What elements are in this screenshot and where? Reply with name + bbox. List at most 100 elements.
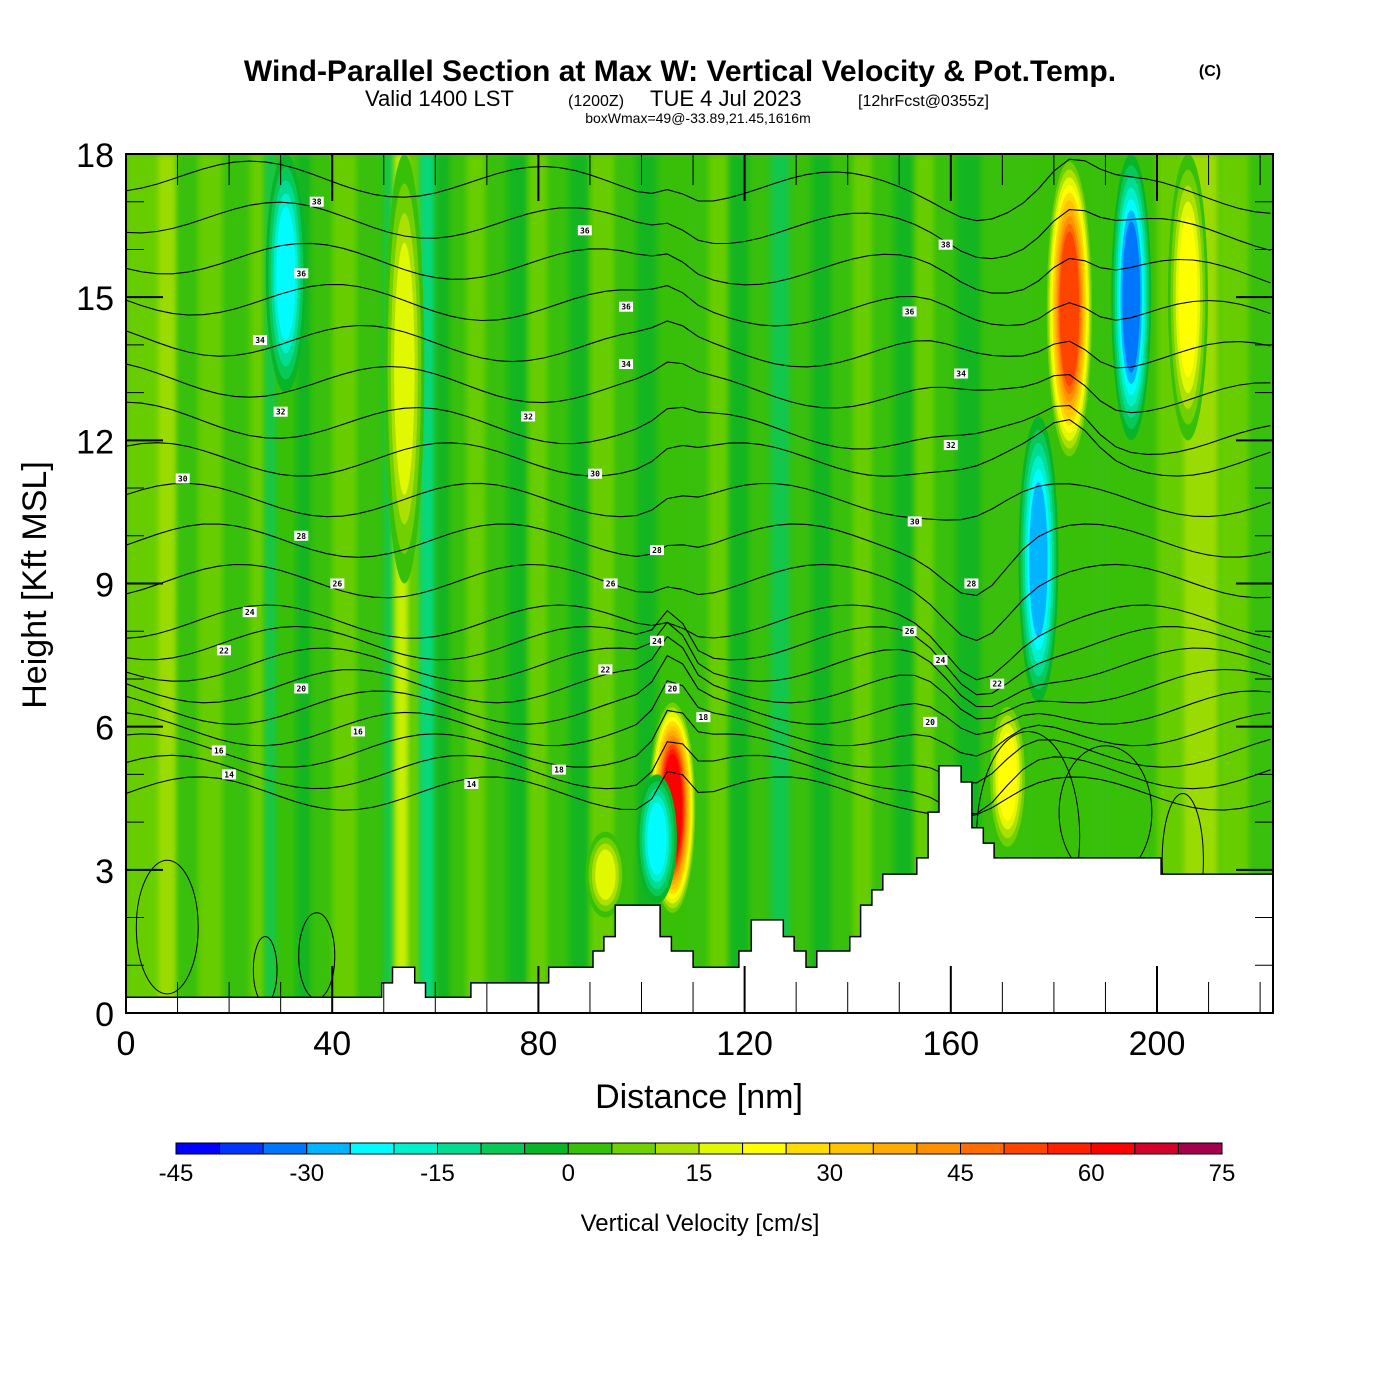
theta-label: 14: [222, 769, 237, 780]
chart-title: Wind-Parallel Section at Max W: Vertical…: [244, 55, 1116, 88]
theta-label-bg: [619, 301, 634, 312]
theta-label-text: 36: [905, 307, 915, 316]
theta-label: 26: [902, 626, 917, 637]
theta-label-bg: [330, 578, 345, 589]
colorbar-swatch: [1090, 1142, 1136, 1155]
x-tick-label: 200: [1129, 1025, 1186, 1063]
velocity-streak: [223, 154, 250, 1013]
x-tick-label: 40: [313, 1025, 351, 1063]
theta-label: 32: [521, 411, 536, 422]
theta-label: 22: [216, 645, 231, 656]
theta-label-text: 38: [312, 198, 322, 207]
theta-label-text: 20: [925, 718, 935, 727]
theta-label-text: 32: [276, 408, 286, 417]
theta-label-bg: [964, 578, 979, 589]
y-tick-label: 12: [76, 423, 114, 461]
velocity-streak: [156, 154, 178, 1013]
theta-label-bg: [294, 683, 309, 694]
velocity-streak: [687, 154, 709, 1013]
theta-label: 30: [175, 473, 190, 484]
colorbar-swatch: [567, 1142, 613, 1155]
velocity-streak: [265, 154, 276, 1013]
theta-label: 30: [907, 516, 922, 527]
theta-label-bg: [649, 545, 664, 556]
theta-label: 16: [211, 745, 226, 756]
colorbar-swatch: [960, 1142, 1005, 1155]
theta-label: 20: [923, 716, 938, 727]
velocity-streak: [296, 154, 312, 1013]
theta-label: 30: [588, 468, 603, 479]
theta-contour-line: [126, 242, 1271, 294]
velocity-streak: [357, 154, 384, 1013]
theta-label: 36: [619, 301, 634, 312]
theta-label-text: 22: [601, 665, 611, 674]
theta-contour-line: [126, 635, 1271, 720]
x-tick-label: 160: [922, 1025, 979, 1063]
colorbar-tick-label: -45: [159, 1160, 194, 1187]
theta-label: 34: [253, 335, 268, 346]
colorbar-swatch: [219, 1142, 264, 1155]
theta-label-bg: [216, 645, 231, 656]
velocity-streak: [729, 154, 750, 1013]
theta-label-bg: [990, 678, 1005, 689]
theta-contour-line: [126, 283, 1271, 327]
theta-contour-line: [126, 680, 1271, 757]
theta-label-text: 14: [224, 770, 234, 779]
theta-label: 38: [938, 239, 953, 250]
colorbar-swatch: [916, 1142, 962, 1155]
y-tick-label: 9: [95, 567, 114, 605]
plot-area: 38 36 38 36 36 36 34 34 34 32 32 32 30 30 30 28 28 28 26 26…: [126, 154, 1273, 1013]
terrain-profile: [126, 765, 1273, 1013]
y-axis-title: Height [Kft MSL]: [16, 461, 54, 709]
colorbar-swatch: [742, 1142, 787, 1155]
colorbar-tick-label: 45: [947, 1160, 974, 1187]
theta-label-text: 22: [219, 646, 229, 655]
theta-label: 36: [577, 225, 592, 236]
velocity-streak: [791, 154, 812, 1013]
velocity-streak: [852, 154, 874, 1013]
theta-label-bg: [902, 306, 917, 317]
theta-label-text: 32: [523, 412, 533, 421]
theta-label-text: 30: [590, 470, 600, 479]
theta-label-bg: [588, 468, 603, 479]
valid-zulu: (1200Z): [568, 93, 624, 110]
theta-label-text: 22: [992, 680, 1002, 689]
velocity-contour-updraft-170nm-low: [997, 732, 1018, 821]
velocity-contour-updraft-207nm-upper: [1178, 216, 1198, 378]
theta-label-bg: [603, 578, 618, 589]
x-axis-title: Distance [nm]: [595, 1078, 803, 1116]
theta-label: 16: [350, 726, 365, 737]
velocity-streak: [894, 154, 915, 1013]
theta-label-bg: [907, 516, 922, 527]
y-tick-label: 18: [76, 137, 114, 175]
theta-label-bg: [577, 225, 592, 236]
velocity-streak: [249, 154, 266, 1013]
theta-contour-line: [126, 201, 1271, 260]
y-tick-label: 6: [95, 710, 114, 748]
theta-label-text: 36: [621, 303, 631, 312]
velocity-contour-updraft-54nm-column: [394, 242, 415, 495]
theta-contour-line: [126, 523, 1271, 597]
theta-label-bg: [521, 411, 536, 422]
y-tick-label: 3: [95, 853, 114, 891]
theta-label: 32: [943, 440, 958, 451]
theta-label-text: 28: [652, 546, 662, 555]
theta-label: 22: [990, 678, 1005, 689]
theta-label-bg: [253, 335, 268, 346]
theta-label: 20: [294, 683, 309, 694]
theta-label: 28: [294, 530, 309, 541]
theta-label: 28: [964, 578, 979, 589]
velocity-contour-downdraft-31nm-upper: [276, 206, 296, 341]
velocity-streak: [435, 154, 451, 1013]
theta-label-text: 24: [652, 637, 662, 646]
theta-label-text: 20: [668, 684, 678, 693]
theta-label-text: 34: [621, 360, 631, 369]
theta-label-bg: [902, 626, 917, 637]
theta-contour-line: [126, 770, 1271, 818]
colorbar-swatch: [480, 1142, 526, 1155]
theta-label: 34: [619, 358, 634, 369]
theta-label-bg: [933, 654, 948, 665]
theta-label: 36: [294, 268, 309, 279]
theta-label-bg: [175, 473, 190, 484]
